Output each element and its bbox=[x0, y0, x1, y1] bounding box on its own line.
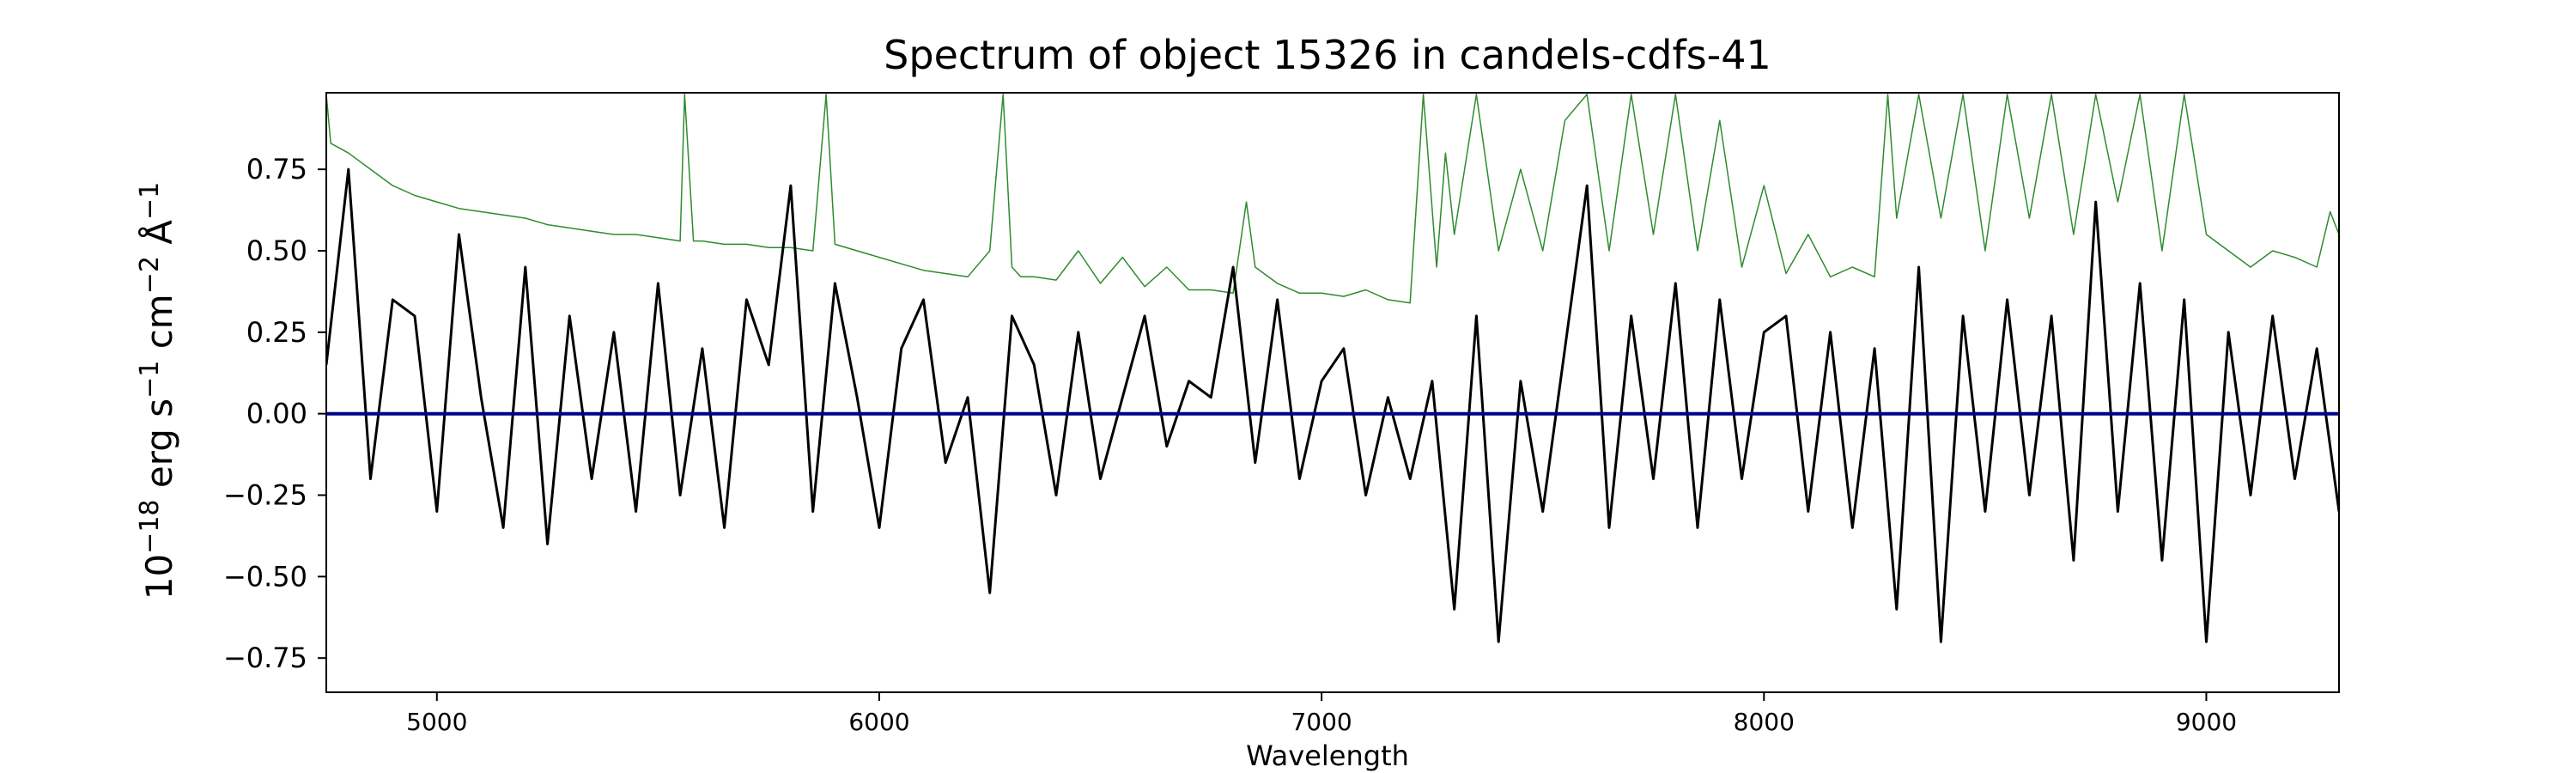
y-label-unit2: cm bbox=[138, 294, 180, 360]
y-label-exp2: −1 bbox=[135, 361, 165, 399]
x-tick-label: 7000 bbox=[1291, 708, 1352, 736]
y-label-exp1: −18 bbox=[135, 500, 165, 554]
flux-series-line bbox=[326, 167, 2339, 643]
x-tick-label: 6000 bbox=[848, 708, 909, 736]
x-tick-label: 5000 bbox=[406, 708, 467, 736]
y-axis-label: 10−18 erg s−1 cm−2 Å−1 bbox=[135, 182, 180, 600]
x-tick-label: 8000 bbox=[1734, 708, 1795, 736]
x-axis: 5000 6000 7000 8000 9000 bbox=[406, 692, 2237, 736]
y-tick-label: 0.00 bbox=[246, 398, 307, 430]
x-tick-label: 9000 bbox=[2176, 708, 2237, 736]
plot-background bbox=[326, 93, 2339, 692]
y-label-exp4: −1 bbox=[135, 182, 165, 220]
y-label-base: 10 bbox=[138, 554, 180, 600]
y-tick-label: −0.25 bbox=[223, 478, 307, 511]
error-series-line bbox=[326, 94, 2339, 304]
y-axis: −0.75 −0.50 −0.25 0.00 0.25 0.50 0.75 bbox=[223, 153, 326, 674]
y-tick-label: 0.50 bbox=[246, 234, 307, 267]
y-tick-label: −0.50 bbox=[223, 560, 307, 593]
plot-area bbox=[325, 92, 2340, 693]
axes-frame bbox=[325, 92, 2340, 693]
x-axis-label: Wavelength bbox=[1246, 740, 1409, 772]
chart-title: Spectrum of object 15326 in candels-cdfs… bbox=[884, 32, 1771, 78]
y-label-exp3: −2 bbox=[135, 256, 165, 294]
y-label-unit3: Å bbox=[137, 220, 180, 256]
series-layer bbox=[326, 94, 2339, 643]
y-tick-label: 0.75 bbox=[246, 153, 307, 186]
y-tick-label: −0.75 bbox=[223, 642, 307, 674]
y-tick-label: 0.25 bbox=[246, 316, 307, 349]
y-label-unit1: erg s bbox=[138, 399, 180, 500]
